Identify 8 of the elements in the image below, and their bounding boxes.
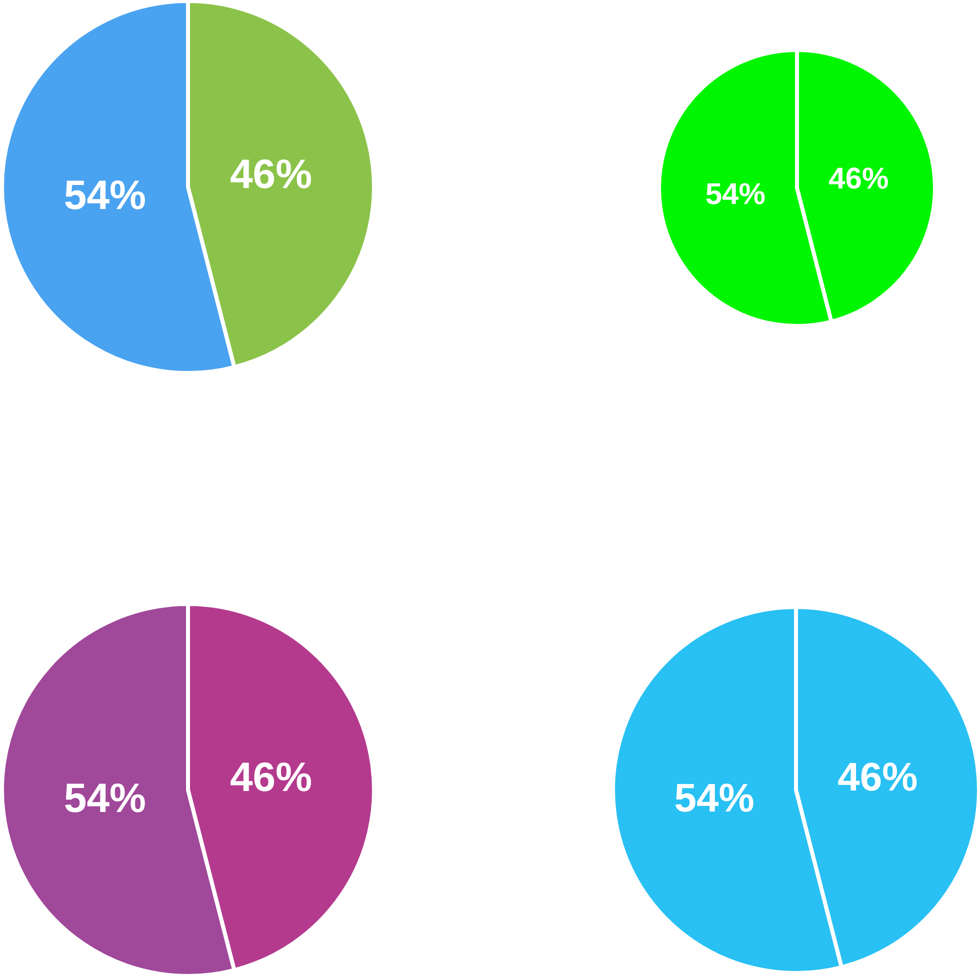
- data-label: 46%: [230, 150, 312, 197]
- data-label: 54%: [705, 178, 766, 212]
- data-label: 54%: [64, 774, 146, 821]
- data-label: 46%: [230, 754, 312, 800]
- data-label: 46%: [838, 756, 918, 800]
- data-label: 46%: [828, 162, 889, 196]
- data-label: 54%: [674, 776, 754, 820]
- data-label: 54%: [64, 172, 146, 218]
